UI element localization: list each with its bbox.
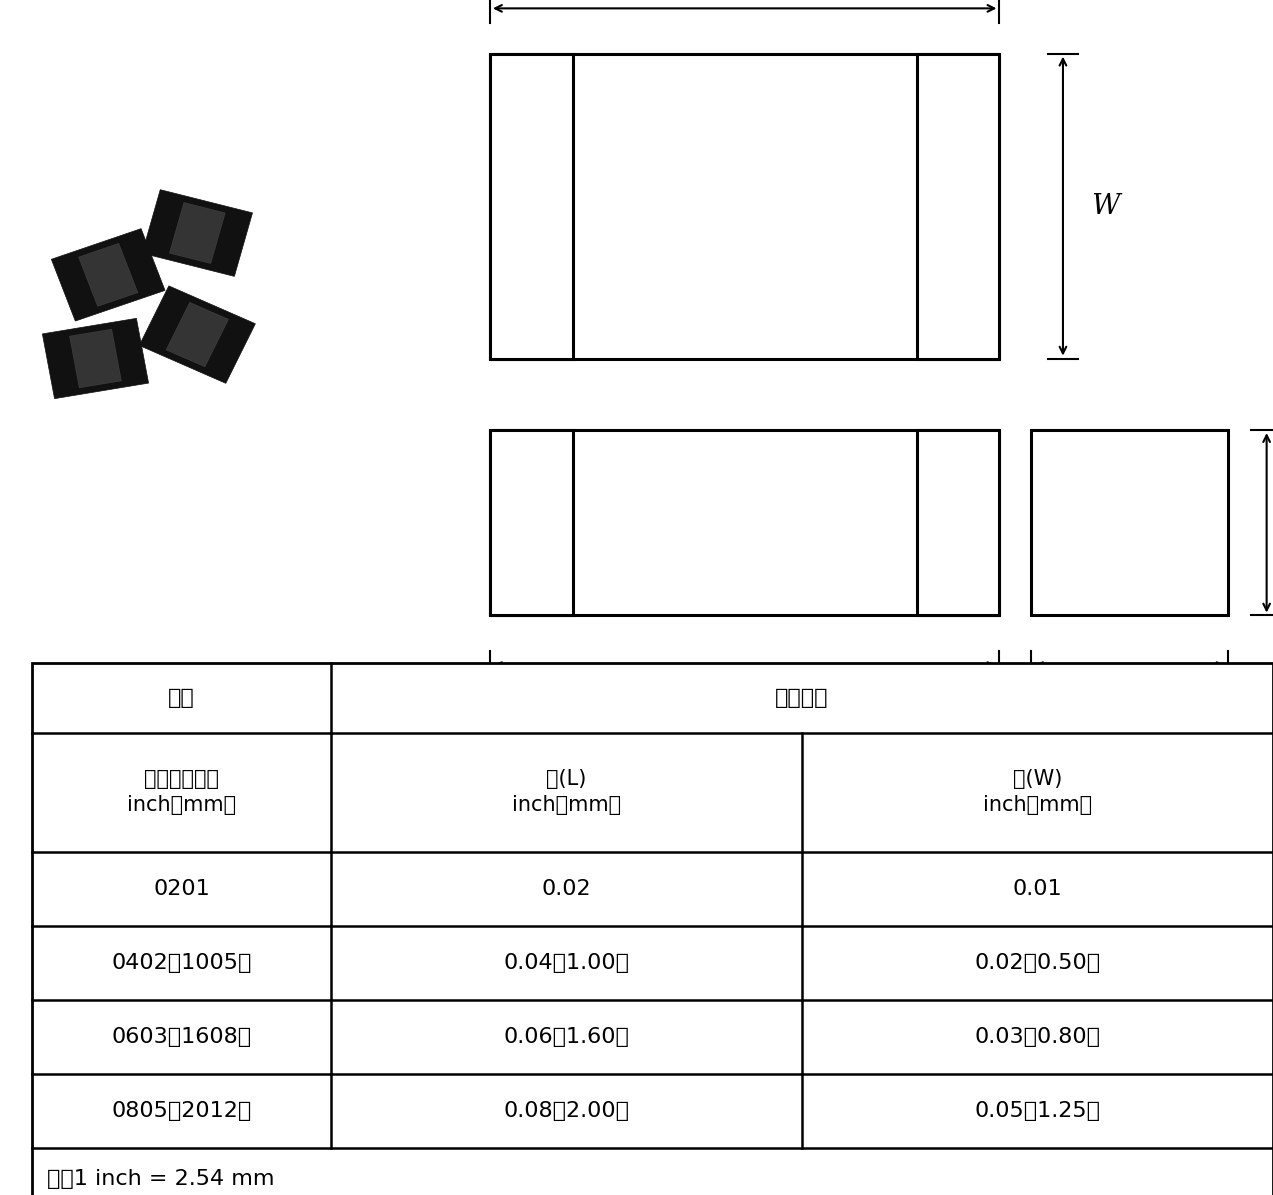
Bar (490, 54, 573, 358)
Polygon shape (139, 286, 256, 384)
Text: 0.02: 0.02 (542, 880, 591, 899)
Text: 宽(W)
inch（mm）: 宽(W) inch（mm） (983, 770, 1092, 815)
Text: W: W (1091, 192, 1119, 220)
Text: 0.06（1.60）: 0.06（1.60） (504, 1028, 629, 1047)
Text: 注：1 inch = 2.54 mm: 注：1 inch = 2.54 mm (47, 1170, 275, 1189)
Text: 代码: 代码 (168, 688, 195, 707)
Text: 0201: 0201 (153, 880, 210, 899)
Text: 0805（2012）: 0805（2012） (111, 1102, 252, 1121)
Bar (490, 430, 999, 615)
Bar (490, 54, 999, 358)
Text: 0603（1608）: 0603（1608） (111, 1028, 252, 1047)
Bar (917, 430, 999, 615)
Text: 0.01: 0.01 (1013, 880, 1062, 899)
Text: L: L (736, 687, 754, 715)
Text: 0.03（0.80）: 0.03（0.80） (975, 1028, 1100, 1047)
Text: 英制（公制）
inch（mm）: 英制（公制） inch（mm） (127, 770, 236, 815)
Polygon shape (169, 202, 225, 264)
Text: 0.04（1.00）: 0.04（1.00） (504, 954, 629, 973)
Text: 0402（1005）: 0402（1005） (111, 954, 252, 973)
Polygon shape (79, 244, 137, 306)
Text: 0.02（0.50）: 0.02（0.50） (974, 954, 1101, 973)
Text: 0.05（1.25）: 0.05（1.25） (975, 1102, 1100, 1121)
Bar (917, 54, 999, 358)
Polygon shape (51, 228, 165, 321)
Polygon shape (42, 318, 149, 399)
Text: 长(L)
inch（mm）: 长(L) inch（mm） (512, 770, 621, 815)
Polygon shape (143, 190, 252, 276)
Bar (1031, 430, 1228, 615)
Polygon shape (70, 329, 121, 388)
Text: 0.08（2.00）: 0.08（2.00） (504, 1102, 629, 1121)
Bar (490, 430, 573, 615)
Bar (32, 663, 1273, 1195)
Polygon shape (165, 302, 229, 367)
Text: 器件尺寸: 器件尺寸 (775, 688, 829, 707)
Text: W: W (1115, 687, 1144, 715)
